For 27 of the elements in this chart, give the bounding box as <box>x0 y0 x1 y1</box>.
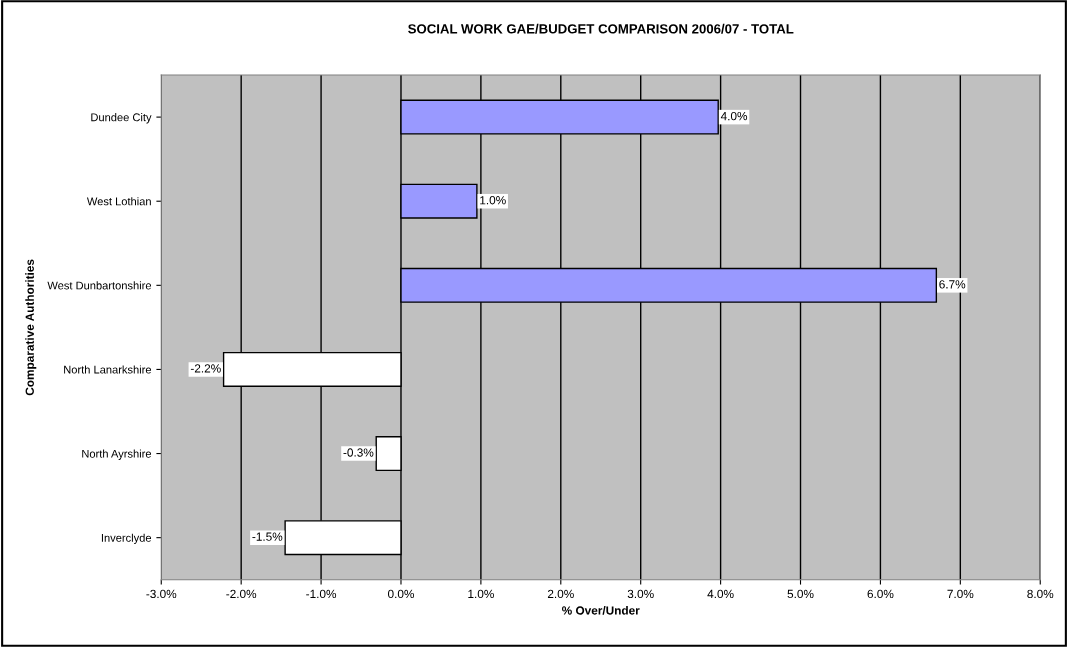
data-label: 1.0% <box>480 196 506 205</box>
y-tick-label: North Lanarkshire <box>64 365 152 374</box>
x-tick-label: 0.0% <box>387 589 415 599</box>
y-tick-label: West Lothian <box>86 197 151 206</box>
x-tick-label: 1.0% <box>468 589 494 599</box>
x-tick-label: 7.0% <box>947 589 974 599</box>
x-tick-label: -1.0% <box>306 589 337 599</box>
data-label: -1.5% <box>252 532 283 541</box>
chart-title: SOCIAL WORK GAE/BUDGET COMPARISON 2006/07 - TOTAL <box>408 23 794 34</box>
data-label: 4.0% <box>720 111 748 121</box>
x-tick-label: 3.0% <box>627 589 654 599</box>
x-axis-title: % Over/Under <box>562 605 640 615</box>
x-tick-label: 2.0% <box>547 589 574 599</box>
x-tick-label: 5.0% <box>787 589 814 599</box>
data-label: -0.3% <box>343 448 374 457</box>
data-label: 6.7% <box>939 280 966 289</box>
y-tick-label: North Ayrshire <box>82 449 152 460</box>
x-tick-label: 4.0% <box>707 589 734 599</box>
x-tick-label: -3.0% <box>146 589 177 599</box>
y-tick-label: West Dunbartonshire <box>47 281 152 290</box>
y-tick-label: Dundee City <box>91 113 152 124</box>
x-tick-label: -2.0% <box>226 589 257 599</box>
y-axis-title: Comparative Authorities <box>25 259 37 396</box>
x-tick-label: 6.0% <box>867 589 894 599</box>
data-label: -2.2% <box>190 364 221 373</box>
y-tick-label: Inverclyde <box>101 533 152 544</box>
x-tick-label: 8.0% <box>1027 589 1054 599</box>
